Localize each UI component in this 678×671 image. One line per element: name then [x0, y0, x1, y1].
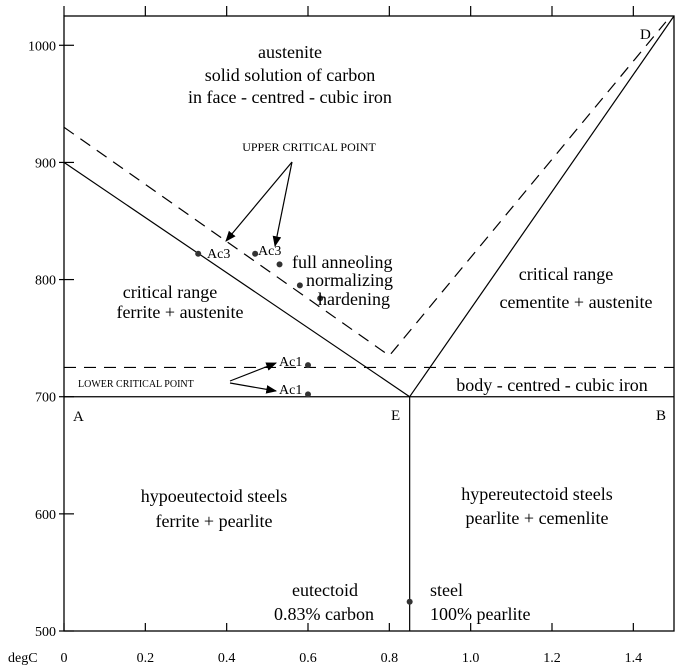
label-ac3-a: Ac3: [207, 247, 230, 262]
label-upper-critical-point: UPPER CRITICAL POINT: [242, 140, 376, 154]
label-critical-range-right: critical range: [519, 264, 613, 284]
label-steel-pearlite: 100% pearlite: [430, 604, 530, 624]
arrow-lower-ac1-a: [229, 362, 278, 382]
arrow-upper-ac3-a: [225, 161, 293, 242]
label-austenite: austenite: [258, 42, 322, 62]
data-point: [276, 261, 283, 268]
label-bcc-iron: body - centred - cubic iron: [456, 375, 647, 395]
phase-boundary-solid: [63, 161, 411, 398]
arrow-lower-ac1-b: [229, 382, 278, 394]
label-point-a: A: [73, 409, 84, 425]
label-eutectoid-carbon: 0.83% carbon: [274, 604, 374, 624]
arrow-upper-ac3-b: [272, 161, 293, 248]
label-normalizing: normalizing: [306, 270, 393, 290]
data-point: [406, 598, 413, 605]
label-critical-range-left-desc: ferrite + austenite: [116, 302, 243, 322]
data-point: [252, 250, 259, 257]
y-tick-label: 600: [35, 508, 56, 523]
label-hypereutectoid-desc: pearlite + cemenlite: [465, 508, 608, 528]
data-point: [305, 391, 311, 398]
phase-lines: [63, 15, 675, 631]
label-steel: steel: [430, 580, 463, 600]
annotation-arrows: [225, 161, 293, 394]
y-tick-label: 500: [35, 625, 56, 640]
label-critical-range-right-desc: cementite + austenite: [499, 292, 652, 312]
label-full-annealing: full anneoling: [292, 252, 392, 272]
x-tick-label: 0.6: [299, 651, 317, 666]
data-points: [195, 250, 413, 605]
data-point: [317, 295, 324, 302]
y-tick-label: 800: [35, 274, 56, 289]
label-ac1-a: Ac1: [279, 355, 302, 370]
x-tick-label: 0: [61, 651, 68, 666]
label-ac3-b: Ac3: [258, 244, 281, 259]
label-hypereutectoid: hypereutectoid steels: [461, 484, 612, 504]
plot-frame: [63, 15, 675, 632]
x-tick-label: 0.8: [381, 651, 399, 666]
x-tick-label: 0.2: [137, 651, 155, 666]
label-hypoeutectoid-desc: ferrite + pearlite: [155, 511, 272, 531]
label-critical-range-left: critical range: [123, 282, 217, 302]
y-tick-label: 1000: [28, 39, 56, 54]
label-point-e: E: [391, 408, 400, 424]
y-axis-label: degC: [8, 651, 38, 666]
label-austenite-desc-2: in face - centred - cubic iron: [188, 87, 392, 107]
label-lower-critical-point: LOWER CRITICAL POINT: [78, 379, 194, 390]
y-tick-label: 900: [35, 156, 56, 171]
label-point-d: D: [640, 27, 651, 43]
label-eutectoid: eutectoid: [292, 580, 358, 600]
data-point: [305, 362, 311, 369]
y-tick-label: 700: [35, 391, 56, 406]
x-tick-label: 1.2: [543, 651, 561, 666]
label-austenite-desc-1: solid solution of carbon: [205, 65, 375, 85]
x-tick-label: 1.4: [625, 651, 643, 666]
label-hypoeutectoid: hypoeutectoid steels: [141, 486, 287, 506]
data-point: [296, 282, 303, 289]
data-point: [195, 250, 202, 257]
label-hardening: hardening: [318, 289, 390, 309]
label-ac1-b: Ac1: [279, 383, 302, 398]
x-tick-label: 1.0: [462, 651, 480, 666]
phase-boundary-solid: [409, 15, 675, 398]
x-tick-label: 0.4: [218, 651, 236, 666]
phase-boundary-dashed: [63, 21, 667, 357]
axis-ticks: 0 0.2 0.4 0.6 0.8 1.0 1.2 1.4 500 600 700 800 900 100…: [28, 6, 642, 666]
label-point-b: B: [656, 408, 666, 424]
